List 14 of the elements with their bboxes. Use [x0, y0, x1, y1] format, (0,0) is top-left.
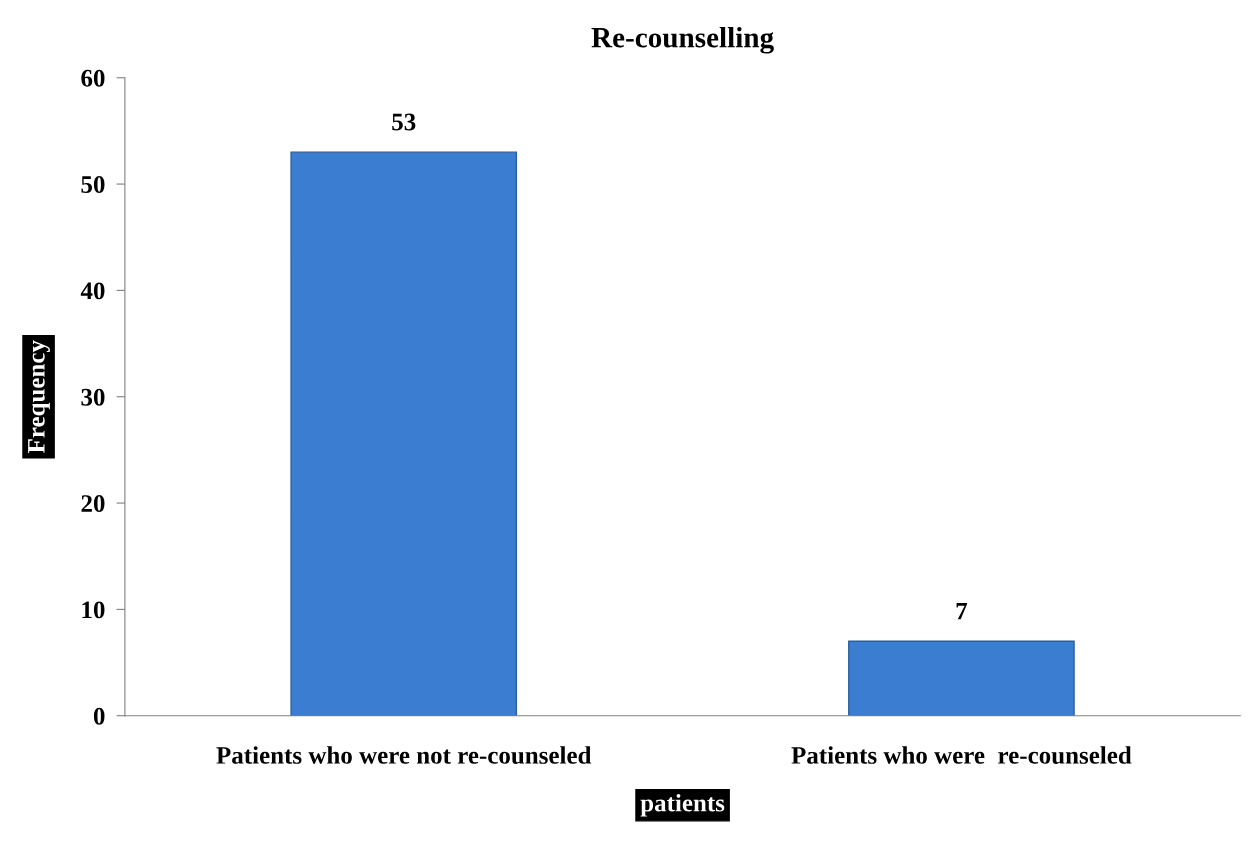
y-tick-label: 10 [82, 601, 105, 619]
y-tick-label: 40 [80, 282, 105, 300]
chart-title: Re-counselling [591, 26, 774, 54]
y-tick-label: 60 [81, 69, 105, 87]
data-label: 53 [392, 113, 416, 131]
y-axis-title: Frequency [28, 340, 50, 454]
y-tick-label: 20 [81, 495, 105, 512]
x-tick-label: Patients who were not re-counseled [216, 746, 592, 764]
x-axis-title: patients [640, 793, 725, 817]
y-tick-label: 50 [81, 176, 105, 193]
y-tick-label: 30 [81, 388, 105, 406]
data-label: 7 [956, 602, 968, 620]
y-tick-label: 0 [93, 707, 105, 725]
x-tick-label: Patients who were re-counseled [791, 746, 1132, 764]
